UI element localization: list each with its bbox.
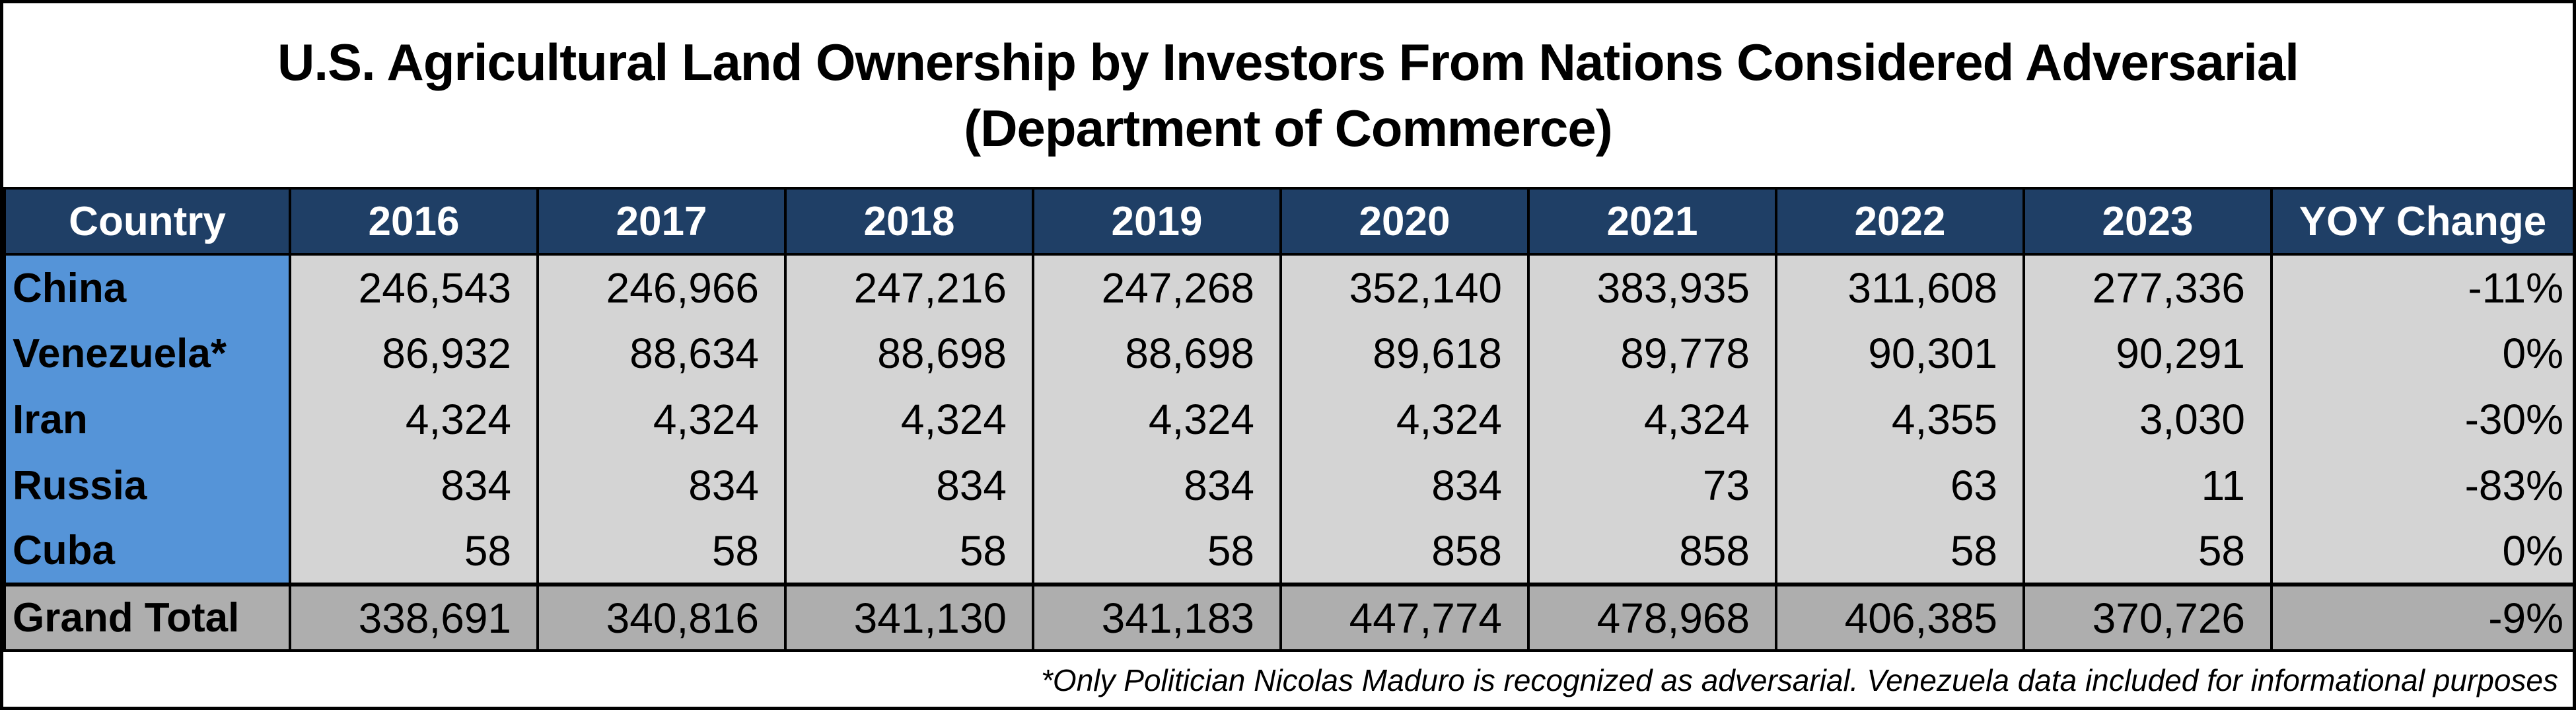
column-header-2019: 2019 [1032, 187, 1282, 256]
value-cell: 88,698 [1032, 320, 1282, 386]
country-cell: Iran [3, 386, 291, 452]
total-value-cell: 341,130 [784, 583, 1034, 652]
value-cell: 58 [1032, 518, 1282, 586]
value-cell: 4,324 [1527, 386, 1777, 452]
value-cell: 58 [2022, 518, 2273, 586]
value-cell: 858 [1527, 518, 1777, 586]
country-cell: Venezuela* [3, 320, 291, 386]
value-cell: 246,543 [289, 253, 539, 320]
data-table: Country 2016 2017 2018 2019 2020 2021 2022 2023 Y… [3, 187, 2575, 652]
column-header-2022: 2022 [1775, 187, 2025, 256]
value-cell: 90,301 [1775, 320, 2025, 386]
total-value-cell: 338,691 [289, 583, 539, 652]
value-cell: 4,324 [1279, 386, 1530, 452]
value-cell: 311,608 [1775, 253, 2025, 320]
yoy-change-cell: 0% [2270, 518, 2575, 586]
column-header-2023: 2023 [2022, 187, 2273, 256]
value-cell: 58 [536, 518, 787, 586]
value-cell: 4,355 [1775, 386, 2025, 452]
column-header-country: Country [3, 187, 291, 256]
column-header-2016: 2016 [289, 187, 539, 256]
yoy-change-cell: -83% [2270, 452, 2575, 518]
country-cell: Russia [3, 452, 291, 518]
value-cell: 89,778 [1527, 320, 1777, 386]
column-header-yoy-change: YOY Change [2270, 187, 2575, 256]
country-cell: Cuba [3, 518, 291, 586]
title-line-2: (Department of Commerce) [964, 99, 1613, 157]
value-cell: 4,324 [536, 386, 787, 452]
value-cell: 277,336 [2022, 253, 2273, 320]
country-cell: China [3, 253, 291, 320]
value-cell: 352,140 [1279, 253, 1530, 320]
table-row: Venezuela* 86,932 88,634 88,698 88,698 89,618… [3, 320, 2575, 386]
value-cell: 88,698 [784, 320, 1034, 386]
total-value-cell: 406,385 [1775, 583, 2025, 652]
table-row: China 246,543 246,966 247,216 247,268 352,140… [3, 253, 2575, 320]
value-cell: 73 [1527, 452, 1777, 518]
value-cell: 247,216 [784, 253, 1034, 320]
value-cell: 90,291 [2022, 320, 2273, 386]
column-header-2021: 2021 [1527, 187, 1777, 256]
grand-total-row: Grand Total 338,691 340,816 341,130 341,183 4… [3, 583, 2575, 652]
value-cell: 834 [1032, 452, 1282, 518]
value-cell: 834 [784, 452, 1034, 518]
grand-total-label: Grand Total [3, 583, 291, 652]
total-value-cell: 370,726 [2022, 583, 2273, 652]
value-cell: 4,324 [784, 386, 1034, 452]
value-cell: 11 [2022, 452, 2273, 518]
yoy-change-cell: -30% [2270, 386, 2575, 452]
chart-title: U.S. Agricultural Land Ownership by Inve… [3, 3, 2573, 187]
title-line-1: U.S. Agricultural Land Ownership by Inve… [277, 33, 2299, 91]
yoy-change-cell: 0% [2270, 320, 2575, 386]
value-cell: 4,324 [1032, 386, 1282, 452]
total-value-cell: 478,968 [1527, 583, 1777, 652]
value-cell: 858 [1279, 518, 1530, 586]
total-value-cell: 447,774 [1279, 583, 1530, 652]
value-cell: 63 [1775, 452, 2025, 518]
value-cell: 383,935 [1527, 253, 1777, 320]
value-cell: 4,324 [289, 386, 539, 452]
value-cell: 86,932 [289, 320, 539, 386]
column-header-2018: 2018 [784, 187, 1034, 256]
column-header-2017: 2017 [536, 187, 787, 256]
table-row: Russia 834 834 834 834 834 73 63 11 -83% [3, 452, 2575, 518]
table-body: China 246,543 246,966 247,216 247,268 352,140… [3, 253, 2575, 586]
table-row: Iran 4,324 4,324 4,324 4,324 4,324 4,324 4,355 3… [3, 386, 2575, 452]
yoy-change-cell: -11% [2270, 253, 2575, 320]
total-value-cell: 341,183 [1032, 583, 1282, 652]
value-cell: 88,634 [536, 320, 787, 386]
value-cell: 247,268 [1032, 253, 1282, 320]
value-cell: 58 [1775, 518, 2025, 586]
value-cell: 834 [536, 452, 787, 518]
value-cell: 58 [784, 518, 1034, 586]
value-cell: 834 [1279, 452, 1530, 518]
total-yoy-change-cell: -9% [2270, 583, 2575, 652]
value-cell: 3,030 [2022, 386, 2273, 452]
value-cell: 834 [289, 452, 539, 518]
value-cell: 246,966 [536, 253, 787, 320]
value-cell: 89,618 [1279, 320, 1530, 386]
table-row: Cuba 58 58 58 58 858 858 58 58 0% [3, 518, 2575, 586]
footnote: *Only Politician Nicolas Maduro is recog… [1041, 663, 2558, 697]
value-cell: 58 [289, 518, 539, 586]
header-row: Country 2016 2017 2018 2019 2020 2021 2022 2023 Y… [3, 187, 2575, 256]
total-value-cell: 340,816 [536, 583, 787, 652]
column-header-2020: 2020 [1279, 187, 1530, 256]
